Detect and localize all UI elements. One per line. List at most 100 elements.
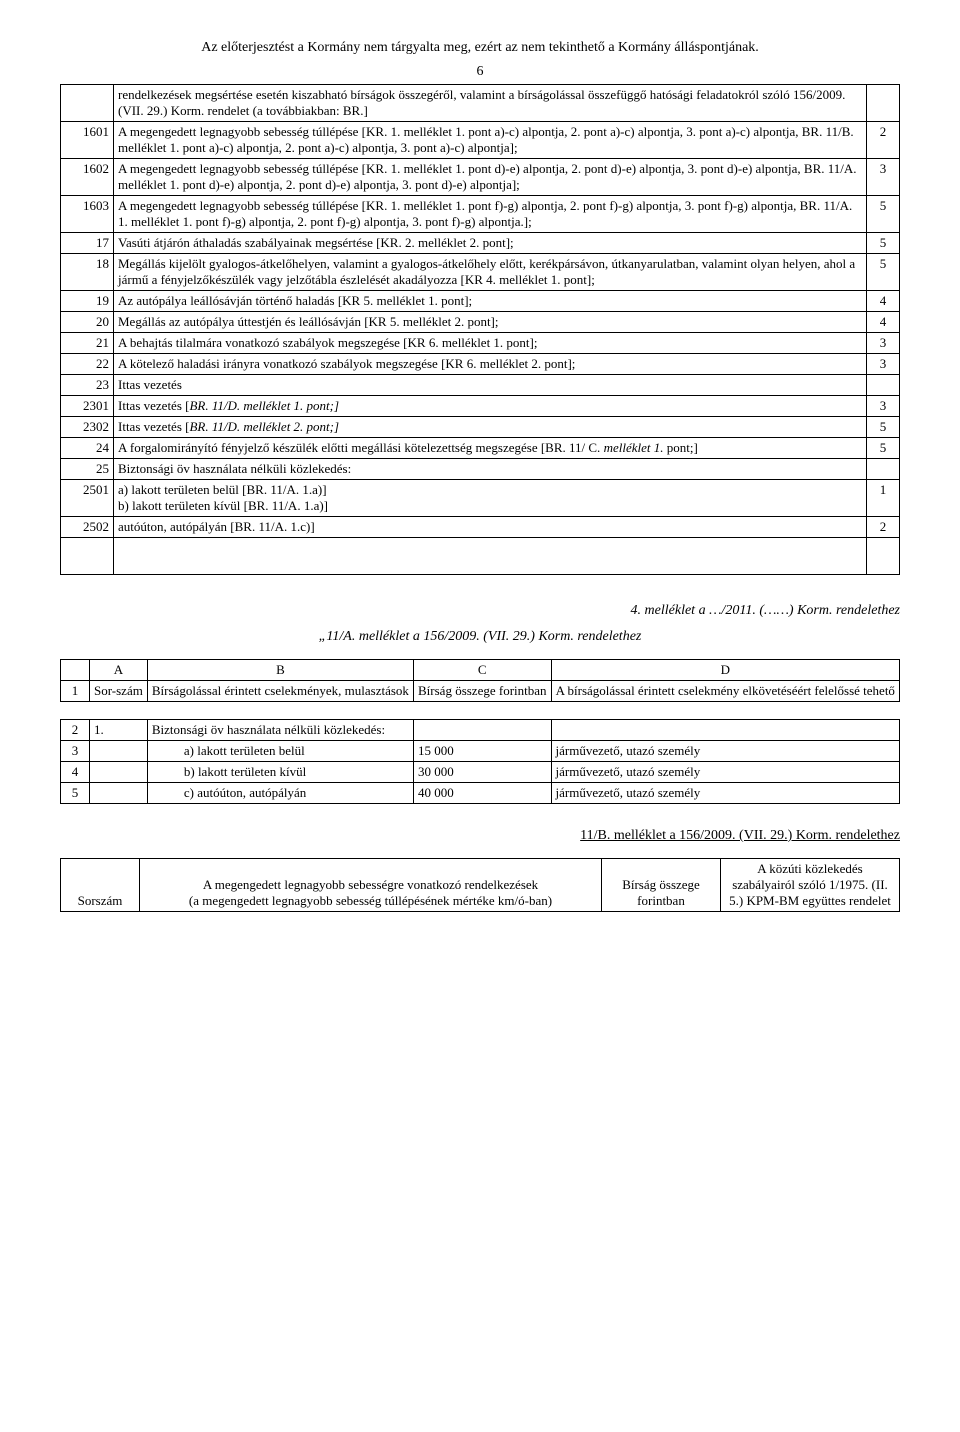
row-value: 3 [867,396,900,417]
row-text: Ittas vezetés [BR. 11/D. melléklet 2. po… [114,417,867,438]
col-d: A bírságolással érintett cselekmény elkö… [551,681,899,702]
row-number: 23 [61,375,114,396]
col-letter: B [147,660,413,681]
row-text: A megengedett legnagyobb sebesség túllép… [114,122,867,159]
row-number: 20 [61,312,114,333]
row-value: 2 [867,517,900,538]
table-row: 1603A megengedett legnagyobb sebesség tú… [61,196,900,233]
table-row: 21.Biztonsági öv használata nélküli közl… [61,720,900,741]
section-11b-title: 11/B. melléklet a 156/2009. (VII. 29.) K… [60,828,900,844]
row-number: 2502 [61,517,114,538]
row-number: 22 [61,354,114,375]
table-row: 5c) autóúton, autópályán40 000járművezet… [61,783,900,804]
cell-b: c) autóúton, autópályán [147,783,413,804]
cell-d [551,720,899,741]
row-number: 1602 [61,159,114,196]
col-letter: A [90,660,148,681]
col-c: Bírság összege forintban [413,681,551,702]
row-text: Az autópálya leállósávján történő haladá… [114,291,867,312]
cell-c: 40 000 [413,783,551,804]
row-value: 5 [867,254,900,291]
row-value: 1 [867,480,900,517]
row-value: 3 [867,159,900,196]
header-disclaimer: Az előterjesztést a Kormány nem tárgyalt… [60,40,900,56]
cell-b: b) lakott területen kívül [147,762,413,783]
row-value: 5 [867,196,900,233]
cell-c: 15 000 [413,741,551,762]
page-number: 6 [60,64,900,80]
table-row: 19Az autópálya leállósávján történő hala… [61,291,900,312]
row-number: 21 [61,333,114,354]
table-row: 18Megállás kijelölt gyalogos-átkelőhelye… [61,254,900,291]
row-number: 2501 [61,480,114,517]
col-b: Bírságolással érintett cselekmények, mul… [147,681,413,702]
row-text: Ittas vezetés [BR. 11/D. melléklet 1. po… [114,396,867,417]
row-value: 5 [867,438,900,459]
section-11a-subtitle: „11/A. melléklet a 156/2009. (VII. 29.) … [60,629,900,645]
cell-a [90,762,148,783]
table-row: 1602A megengedett legnagyobb sebesség tú… [61,159,900,196]
row-value [867,538,900,575]
table-row: 4 b) lakott területen kívül30 000járművez… [61,762,900,783]
row-text: a) lakott területen belül [BR. 11/A. 1.a… [114,480,867,517]
row-index: 3 [61,741,90,762]
row-index: 5 [61,783,90,804]
row-value [867,459,900,480]
col-d: A közúti közlekedés szabályairól szóló 1… [721,859,900,912]
row-index: 4 [61,762,90,783]
row-number: 24 [61,438,114,459]
row-number: 2302 [61,417,114,438]
table-row: 25Biztonsági öv használata nélküli közle… [61,459,900,480]
row-text: Megállás kijelölt gyalogos-átkelőhelyen,… [114,254,867,291]
row-text: Vasúti átjárón áthaladás szabályainak me… [114,233,867,254]
col-sorszam: Sor-szám [90,681,148,702]
table-row: rendelkezések megsértése esetén kiszabha… [61,85,900,122]
cell-b: Biztonsági öv használata nélküli közleke… [147,720,413,741]
table-row: 2301Ittas vezetés [BR. 11/D. melléklet 1… [61,396,900,417]
row-text: A kötelező haladási irányra vonatkozó sz… [114,354,867,375]
table-row: 2501a) lakott területen belül [BR. 11/A.… [61,480,900,517]
table-row: 21A behajtás tilalmára vonatkozó szabály… [61,333,900,354]
table-11a: ABCD1Sor-számBírságolással érintett csel… [60,659,900,804]
col-letter [61,660,90,681]
row-number: 18 [61,254,114,291]
table-11b: SorszámA megengedett legnagyobb sebesség… [60,858,900,912]
row-value [867,85,900,122]
section-4-title: 4. melléklet a …/2011. (……) Korm. rendel… [60,603,900,619]
row-text: A megengedett legnagyobb sebesség túllép… [114,159,867,196]
cell-b: a) lakott területen belül [147,741,413,762]
table-row: 20Megállás az autópálya úttestjén és leá… [61,312,900,333]
table-row: 17Vasúti átjárón áthaladás szabályainak … [61,233,900,254]
row-number: 1601 [61,122,114,159]
table-row: 24 A forgalomirányító fényjelző készülék… [61,438,900,459]
row-value: 5 [867,233,900,254]
row-number [61,85,114,122]
row-text: Megállás az autópálya úttestjén és leáll… [114,312,867,333]
row-text: A megengedett legnagyobb sebesség túllép… [114,196,867,233]
row-value: 2 [867,122,900,159]
cell-c [413,720,551,741]
row-number: 19 [61,291,114,312]
row-value: 3 [867,354,900,375]
row-number [61,538,114,575]
table-row: 1601A megengedett legnagyobb sebesség tú… [61,122,900,159]
col-letter: D [551,660,899,681]
row-text [114,538,867,575]
table-row: 3a) lakott területen belül15 000járművez… [61,741,900,762]
cell-a [90,741,148,762]
cell-a [90,783,148,804]
row-text: A behajtás tilalmára vonatkozó szabályok… [114,333,867,354]
row-value: 5 [867,417,900,438]
row-text: Biztonsági öv használata nélküli közleke… [114,459,867,480]
cell-c: 30 000 [413,762,551,783]
col-b: A megengedett legnagyobb sebességre vona… [140,859,602,912]
col-c: Bírság összege forintban [602,859,721,912]
cell-a: 1. [90,720,148,741]
row-number: 2301 [61,396,114,417]
row-index: 1 [61,681,90,702]
table-row: 22A kötelező haladási irányra vonatkozó … [61,354,900,375]
row-index: 2 [61,720,90,741]
row-value [867,375,900,396]
cell-d: járművezető, utazó személy [551,762,899,783]
col-sorszam: Sorszám [61,859,140,912]
